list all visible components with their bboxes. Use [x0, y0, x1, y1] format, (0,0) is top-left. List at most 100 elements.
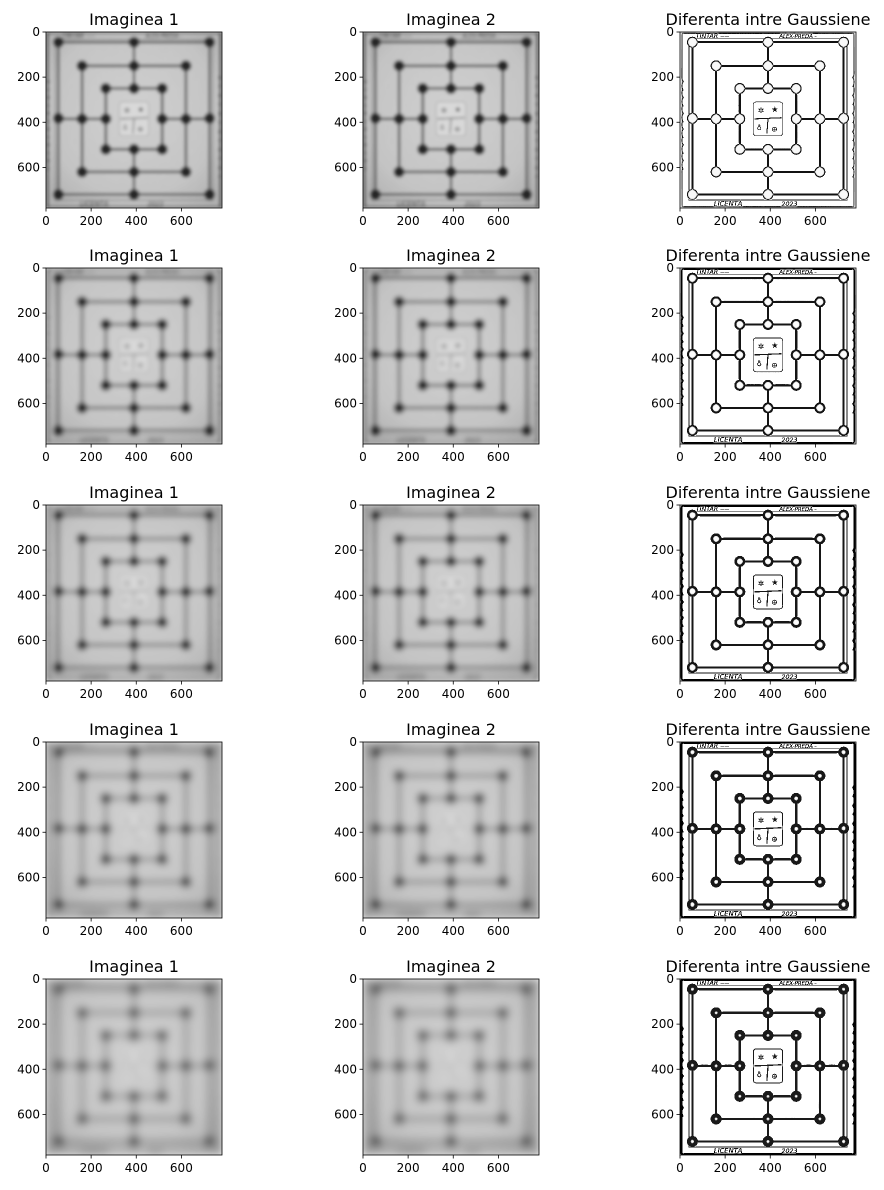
panel-title: Imaginea 1	[89, 246, 179, 265]
svg-text:2023: 2023	[465, 911, 481, 918]
svg-text:⊕: ⊕	[454, 124, 460, 133]
dog-image: ✲ ★ ♁ ⊕ TINTAR ---- ALEX-PREDA - LICENTĂ 2023	[680, 268, 856, 444]
svg-text:⊕: ⊕	[771, 1071, 777, 1080]
x-tick-label: 600	[170, 450, 193, 464]
axes-frame	[679, 978, 857, 1156]
svg-text:LICENTĂ: LICENTĂ	[714, 672, 743, 681]
x-tick-label: 600	[170, 687, 193, 701]
axes-frame	[362, 741, 540, 919]
svg-text:2023: 2023	[465, 201, 481, 208]
axes-frame	[45, 267, 223, 445]
y-tick-label: 0	[349, 972, 357, 986]
x-tick-label: 400	[759, 450, 782, 464]
x-tick-label: 400	[125, 687, 148, 701]
svg-text:LICENTĂ: LICENTĂ	[397, 435, 426, 444]
x-tick-label: 600	[487, 924, 510, 938]
x-tick-label: 0	[42, 924, 50, 938]
svg-text:TINTAR ----: TINTAR ----	[379, 506, 413, 513]
panel-r5-c2: Imaginea 2 ✲ ★ ♁ ⊕ TINTAR ---- ALEX-PREDA - LIC…	[334, 957, 540, 1175]
svg-text:TINTAR ----: TINTAR ----	[379, 743, 413, 750]
svg-text:ALEX-PREDA -: ALEX-PREDA -	[778, 270, 816, 276]
x-tick-label: 600	[487, 1161, 510, 1175]
svg-text:LICENTĂ: LICENTĂ	[714, 909, 743, 918]
svg-text:ALEX-PREDA -: ALEX-PREDA -	[461, 744, 499, 750]
y-tick-label: 400	[334, 1062, 357, 1076]
x-tick-label: 200	[397, 214, 420, 228]
y-tick-label: 200	[334, 306, 357, 320]
svg-text:TINTAR ----: TINTAR ----	[696, 980, 730, 987]
panel-r4-c1: Imaginea 1 ✲ ★ ♁ ⊕ TINTAR ---- ALEX-PREDA - LIC…	[17, 720, 223, 938]
y-tick-label: 400	[651, 588, 674, 602]
svg-text:⊕: ⊕	[454, 834, 460, 843]
svg-text:♁: ♁	[123, 1071, 128, 1079]
x-tick-label: 200	[714, 1161, 737, 1175]
panel-title: Imaginea 2	[406, 246, 496, 265]
y-tick-label: 600	[17, 1107, 40, 1121]
svg-text:LICENTĂ: LICENTĂ	[714, 435, 743, 444]
y-tick-label: 200	[334, 780, 357, 794]
dog-image: ✲ ★ ♁ ⊕ TINTAR ---- ALEX-PREDA - LICENTĂ 2023	[680, 505, 856, 681]
y-tick-label: 400	[651, 1062, 674, 1076]
x-tick-label: 400	[125, 450, 148, 464]
svg-text:LICENTĂ: LICENTĂ	[80, 672, 109, 681]
y-tick-label: 600	[17, 633, 40, 647]
panel-title: Diferenta intre Gaussiene	[666, 720, 871, 739]
y-tick-label: 200	[334, 1017, 357, 1031]
panel-title: Diferenta intre Gaussiene	[666, 10, 871, 29]
y-tick-label: 200	[651, 70, 674, 84]
panel-r4-c2: Imaginea 2 ✲ ★ ♁ ⊕ TINTAR ---- ALEX-PREDA - LIC…	[334, 720, 540, 938]
axes-frame	[45, 31, 223, 209]
dog-image: ✲ ★ ♁ ⊕ TINTAR ---- ALEX-PREDA - LICENTĂ 2023	[680, 32, 856, 208]
board-image: ✲ ★ ♁ ⊕ TINTAR ---- ALEX-PREDA - LICENTĂ 2023	[363, 268, 539, 444]
x-tick-label: 0	[676, 450, 684, 464]
svg-text:2023: 2023	[782, 911, 798, 918]
board-image: ✲ ★ ♁ ⊕ TINTAR ---- ALEX-PREDA - LICENTĂ 2023	[46, 268, 222, 444]
x-tick-label: 600	[804, 924, 827, 938]
axes-frame	[45, 504, 223, 682]
svg-text:TINTAR ----: TINTAR ----	[62, 980, 96, 987]
svg-text:TINTAR ----: TINTAR ----	[696, 33, 730, 40]
x-tick-label: 0	[42, 1161, 50, 1175]
panel-title: Imaginea 2	[406, 957, 496, 976]
svg-text:★: ★	[771, 815, 778, 824]
svg-text:ALEX-PREDA -: ALEX-PREDA -	[461, 270, 499, 276]
y-tick-label: 0	[349, 735, 357, 749]
board-image: ✲ ★ ♁ ⊕ TINTAR ---- ALEX-PREDA - LICENTĂ 2023	[363, 979, 539, 1155]
x-tick-label: 0	[676, 1161, 684, 1175]
x-tick-label: 200	[714, 450, 737, 464]
svg-text:ALEX-PREDA -: ALEX-PREDA -	[144, 744, 182, 750]
x-tick-label: 0	[359, 214, 367, 228]
x-tick-label: 600	[487, 214, 510, 228]
svg-text:2023: 2023	[148, 674, 164, 681]
svg-text:2023: 2023	[148, 201, 164, 208]
x-tick-label: 400	[759, 1161, 782, 1175]
svg-text:★: ★	[137, 1052, 144, 1061]
board-image: ✲ ★ ♁ ⊕ TINTAR ---- ALEX-PREDA - LICENTĂ 2023	[363, 742, 539, 918]
svg-text:★: ★	[454, 105, 461, 114]
svg-text:ALEX-PREDA -: ALEX-PREDA -	[461, 34, 499, 40]
y-tick-label: 400	[17, 825, 40, 839]
x-tick-label: 400	[442, 214, 465, 228]
svg-text:ALEX-PREDA -: ALEX-PREDA -	[461, 981, 499, 987]
svg-text:ALEX-PREDA -: ALEX-PREDA -	[144, 34, 182, 40]
board-image: ✲ ★ ♁ ⊕ TINTAR ---- ALEX-PREDA - LICENTĂ 2023	[363, 505, 539, 681]
x-tick-label: 600	[487, 450, 510, 464]
svg-text:⊕: ⊕	[454, 1071, 460, 1080]
panel-r1-c2: Imaginea 2 ✲ ★ ♁ ⊕ TINTAR ---- ALEX-PREDA - LIC…	[334, 10, 540, 228]
x-tick-label: 400	[442, 1161, 465, 1175]
svg-text:♁: ♁	[757, 834, 762, 842]
x-tick-label: 200	[80, 450, 103, 464]
y-tick-label: 600	[17, 870, 40, 884]
svg-text:★: ★	[454, 578, 461, 587]
svg-text:★: ★	[137, 341, 144, 350]
panel-r5-c1: Imaginea 1 ✲ ★ ♁ ⊕ TINTAR ---- ALEX-PREDA - LIC…	[17, 957, 223, 1175]
svg-text:TINTAR ----: TINTAR ----	[379, 269, 413, 276]
svg-text:★: ★	[771, 578, 778, 587]
axes-frame	[679, 267, 857, 445]
svg-text:LICENTĂ: LICENTĂ	[397, 199, 426, 208]
y-tick-label: 200	[651, 780, 674, 794]
svg-text:TINTAR ----: TINTAR ----	[696, 269, 730, 276]
panel-title: Imaginea 2	[406, 10, 496, 29]
axes-frame	[679, 31, 857, 209]
svg-text:♁: ♁	[757, 1071, 762, 1079]
